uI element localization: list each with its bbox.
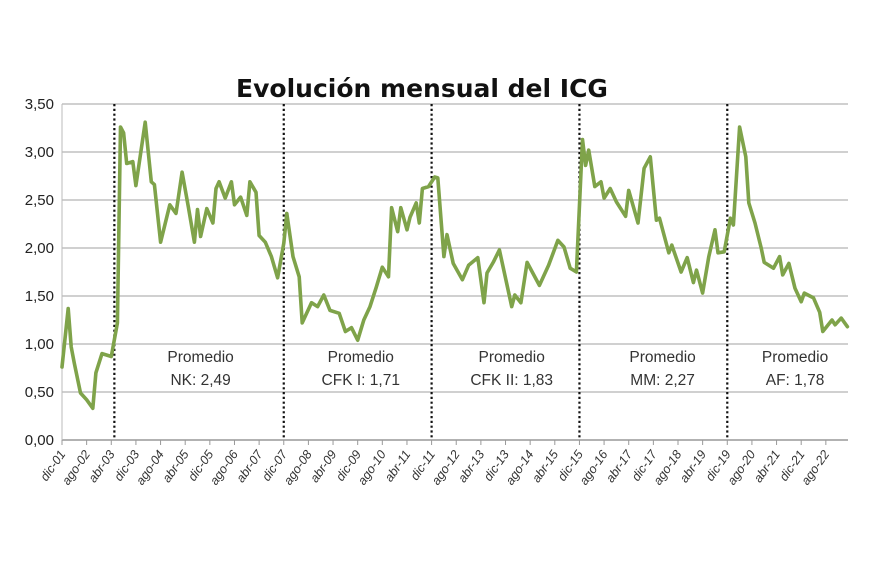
chart-title: Evolución mensual del ICG xyxy=(236,74,608,103)
x-tick-label: abr-09 xyxy=(307,448,339,485)
x-tick-label: abr-11 xyxy=(382,448,414,485)
x-tick-label: abr-05 xyxy=(160,448,192,485)
average-label: Promedio xyxy=(328,349,394,366)
y-tick-label: 2,00 xyxy=(25,240,54,257)
average-label: Promedio xyxy=(167,349,233,366)
average-value: NK: 2,49 xyxy=(170,372,230,389)
y-tick-label: 1,00 xyxy=(25,336,54,353)
x-tick-label: abr-21 xyxy=(751,448,783,485)
average-value: CFK II: 1,83 xyxy=(470,372,553,389)
x-tick-label: abr-07 xyxy=(234,447,267,485)
y-tick-label: 2,50 xyxy=(25,192,54,209)
icg-series-line xyxy=(60,120,850,411)
y-tick-label: 0,50 xyxy=(25,384,54,401)
x-tick-label: abr-15 xyxy=(529,448,561,485)
average-value: AF: 1,78 xyxy=(766,372,825,389)
x-tick-label: abr-17 xyxy=(603,447,636,485)
x-tick-label: abr-19 xyxy=(677,448,709,485)
average-label: Promedio xyxy=(762,349,828,366)
x-tick-label: abr-13 xyxy=(455,448,487,485)
average-label: Promedio xyxy=(479,349,545,366)
x-tick-label: abr-03 xyxy=(86,448,118,485)
average-value: MM: 2,27 xyxy=(630,372,695,389)
y-tick-label: 1,50 xyxy=(25,288,54,305)
y-tick-label: 3,50 xyxy=(25,96,54,113)
y-tick-label: 0,00 xyxy=(25,432,54,449)
y-tick-label: 3,00 xyxy=(25,144,54,161)
average-label: Promedio xyxy=(629,349,695,366)
average-value: CFK I: 1,71 xyxy=(322,372,400,389)
